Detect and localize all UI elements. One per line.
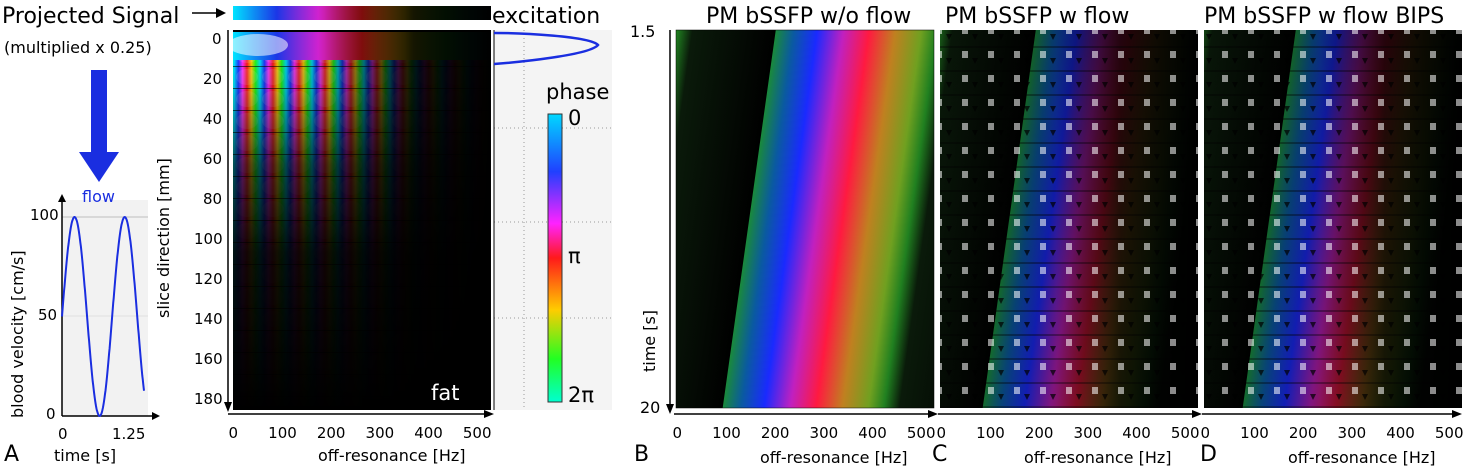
panel-letter-b: B xyxy=(634,442,650,467)
velocity-y-axis-arrow xyxy=(58,194,66,202)
panel-d-xtick-200: 200 xyxy=(1288,424,1318,442)
projected-signal-title: Projected Signal xyxy=(2,4,180,29)
slice-xtick-0: 0 xyxy=(228,424,239,442)
panel-c-xtick-100: 100 xyxy=(976,424,1005,442)
slice-ytick-60: 60 xyxy=(203,150,223,168)
panel-d-title: PM bSSFP w flow BIPS xyxy=(1204,4,1445,29)
panel-b-ylabel: time [s] xyxy=(640,309,659,372)
velocity-ytick-100: 100 xyxy=(30,206,59,224)
velocity-x-axis-arrow xyxy=(152,412,160,420)
colorbar-tick-pi: π xyxy=(568,244,581,268)
panel-c-xtick-0: 0 xyxy=(936,424,947,442)
panel-c-title: PM bSSFP w flow xyxy=(945,4,1130,29)
velocity-xtick-0: 0 xyxy=(58,425,68,443)
slice-ytick-160: 160 xyxy=(194,350,223,368)
slice-xtick-400: 400 xyxy=(414,424,443,442)
colorbar-tick-2pi: 2π xyxy=(568,383,595,407)
panel-b-frame xyxy=(675,29,935,409)
panel-b-y-axis-arrow xyxy=(666,404,674,414)
slice-ytick-140: 140 xyxy=(194,310,223,328)
panel-b-xtick-0: 0 xyxy=(672,424,683,442)
slice-xtick-500: 500 xyxy=(462,424,492,442)
slice-ytick-80: 80 xyxy=(203,190,223,208)
panel-letter-d: D xyxy=(1200,442,1217,467)
panel-c-x-axis-arrow xyxy=(1192,410,1202,418)
slice-ytick-0: 0 xyxy=(212,30,222,48)
excitation-strip-shade xyxy=(233,6,491,20)
panel-d-xtick-300: 300 xyxy=(1337,424,1367,442)
slice-heatmap-hotspot xyxy=(228,34,288,56)
velocity-xtick-1-25: 1.25 xyxy=(112,425,146,443)
flow-arrow-shaft xyxy=(91,70,107,154)
velocity-ytick-0: 0 xyxy=(46,405,56,423)
slice-xtick-200: 200 xyxy=(316,424,346,442)
panel-d-xtick-100: 100 xyxy=(1240,424,1269,442)
fat-annotation: fat xyxy=(431,381,460,405)
panel-c-xlabel: off-resonance [Hz] xyxy=(1024,448,1172,467)
strip-pointer-head xyxy=(216,8,226,18)
velocity-series-line xyxy=(61,215,145,418)
panel-b-xtick-300: 300 xyxy=(809,424,839,442)
slice-ytick-20: 20 xyxy=(203,70,223,88)
panel-b-title: PM bSSFP w/o flow xyxy=(706,4,912,29)
phase-colorbar xyxy=(547,113,563,403)
panel-b-xtick-500: 500 xyxy=(906,424,936,442)
slice-x-axis-arrow xyxy=(484,410,494,418)
slice-y-axis-arrow xyxy=(224,402,232,412)
panel-c-xtick-300: 300 xyxy=(1073,424,1103,442)
slice-xtick-100: 100 xyxy=(268,424,297,442)
panel-b-xtick-200: 200 xyxy=(760,424,790,442)
slice-xlabel: off-resonance [Hz] xyxy=(318,446,466,465)
panel-b-ytick-end: 20 xyxy=(640,398,661,417)
slice-ytick-40: 40 xyxy=(203,110,223,128)
slice-heatmap-horizontal-fade xyxy=(233,60,491,410)
panel-d-xtick-500: 500 xyxy=(1434,424,1464,442)
panel-c-xtick-200: 200 xyxy=(1024,424,1054,442)
panel-letter-c: C xyxy=(932,442,948,467)
panel-d-xlabel: off-resonance [Hz] xyxy=(1288,448,1436,467)
velocity-plot-area xyxy=(62,200,148,416)
panel-d-xtick-0: 0 xyxy=(1200,424,1211,442)
panel-c-rows xyxy=(940,30,1198,408)
panel-d-rows xyxy=(1204,30,1462,408)
excitation-profile-line xyxy=(493,31,600,66)
slice-ytick-100: 100 xyxy=(194,230,223,248)
velocity-xlabel: time [s] xyxy=(54,446,117,465)
panel-b-heatmap xyxy=(676,30,934,408)
velocity-ytick-50: 50 xyxy=(38,306,58,324)
excitation-label: excitation xyxy=(492,4,601,29)
panel-b-xlabel: off-resonance [Hz] xyxy=(760,448,908,467)
panel-letter-a: A xyxy=(4,442,20,467)
panel-b-xtick-400: 400 xyxy=(858,424,887,442)
flow-label: flow xyxy=(82,187,115,206)
colorbar-tick-0: 0 xyxy=(568,106,582,130)
panel-b-x-axis-arrow xyxy=(928,410,938,418)
slice-ytick-120: 120 xyxy=(194,270,223,288)
panel-b-xtick-100: 100 xyxy=(712,424,741,442)
panel-d-x-axis-arrow xyxy=(1452,410,1462,418)
panel-c-xtick-500: 500 xyxy=(1170,424,1200,442)
panel-d-xtick-400: 400 xyxy=(1386,424,1415,442)
slice-xtick-300: 300 xyxy=(365,424,395,442)
colorbar-title: phase xyxy=(546,80,610,104)
panel-b-ytick-start: 1.5 xyxy=(630,22,656,41)
slice-ytick-180: 180 xyxy=(194,390,223,408)
panel-c-xtick-400: 400 xyxy=(1122,424,1151,442)
flow-arrow-head xyxy=(79,152,119,182)
projected-signal-subtitle: (multiplied x 0.25) xyxy=(4,38,152,57)
